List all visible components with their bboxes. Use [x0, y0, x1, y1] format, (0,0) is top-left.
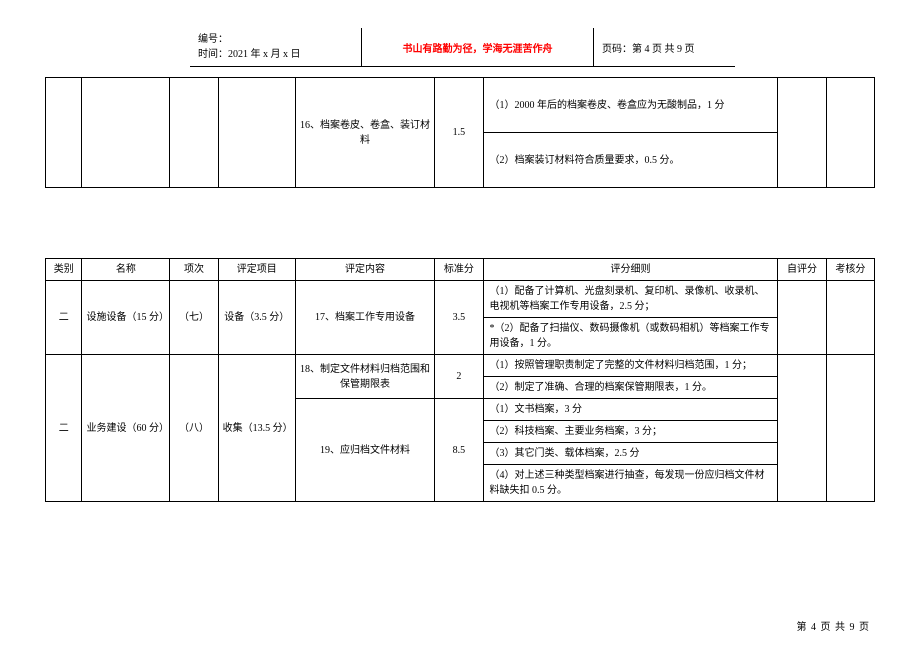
- t1-rule1: （1）2000 年后的档案卷皮、卷盒应为无酸制品，1 分: [483, 78, 778, 133]
- cell-cat: 二: [46, 281, 82, 355]
- cell-self: [778, 355, 826, 502]
- cell-rule: （1）配备了计算机、光盘刻录机、复印机、录像机、收录机、电视机等档案工作专用设备…: [483, 281, 778, 318]
- cell-name: 业务建设（60 分）: [82, 355, 170, 502]
- cell-cont: 18、制定文件材料归档范围和保管期限表: [295, 355, 434, 399]
- doc-number: 编号：: [198, 34, 228, 45]
- th-cont: 评定内容: [295, 259, 434, 281]
- cell-rule: （3）其它门类、载体档案，2.5 分: [483, 443, 778, 465]
- th-name: 名称: [82, 259, 170, 281]
- cell-chk: [826, 281, 874, 355]
- t1-name: [82, 78, 170, 188]
- cell-name: 设施设备（15 分）: [82, 281, 170, 355]
- cell-rule: （1）文书档案，3 分: [483, 399, 778, 421]
- cell-item: （八）: [170, 355, 218, 502]
- page-footer: 第 4 页 共 9 页: [797, 618, 871, 633]
- cell-std: 2: [435, 355, 483, 399]
- cell-rule: *（2）配备了扫描仪、数码摄像机（或数码相机）等档案工作专用设备，1 分。: [483, 318, 778, 355]
- doc-date: 时间：2021 年 x 月 x 日: [198, 49, 301, 60]
- t1-proj: [218, 78, 295, 188]
- header-pageinfo: 页码：第 4 页 共 9 页: [594, 28, 736, 67]
- cell-rule: （2）科技档案、主要业务档案，3 分；: [483, 421, 778, 443]
- page-header: 编号： 时间：2021 年 x 月 x 日 书山有路勤为径，学海无涯苦作舟 页码…: [190, 28, 735, 67]
- cell-item: （七）: [170, 281, 218, 355]
- cell-std: 8.5: [435, 399, 483, 502]
- t1-std: 1.5: [435, 78, 483, 188]
- cell-cont: 17、档案工作专用设备: [295, 281, 434, 355]
- t1-cat: [46, 78, 82, 188]
- cell-cont: 19、应归档文件材料: [295, 399, 434, 502]
- t1-self: [778, 78, 826, 188]
- th-proj: 评定项目: [218, 259, 295, 281]
- cell-proj: 收集（13.5 分）: [218, 355, 295, 502]
- cell-rule: （1）按照管理职责制定了完整的文件材料归档范围，1 分；: [483, 355, 778, 377]
- t1-item: [170, 78, 218, 188]
- th-rule: 评分细则: [483, 259, 778, 281]
- header-motto: 书山有路勤为径，学海无涯苦作舟: [362, 28, 594, 67]
- cell-rule: （4）对上述三种类型档案进行抽查，每发现一份应归档文件材料缺失扣 0.5 分。: [483, 465, 778, 502]
- t1-cont: 16、档案卷皮、卷盒、装订材料: [295, 78, 434, 188]
- table-row: 二 设施设备（15 分） （七） 设备（3.5 分） 17、档案工作专用设备 3…: [46, 281, 875, 318]
- cell-chk: [826, 355, 874, 502]
- cell-std: 3.5: [435, 281, 483, 355]
- th-self: 自评分: [778, 259, 826, 281]
- table-top: 16、档案卷皮、卷盒、装订材料 1.5 （1）2000 年后的档案卷皮、卷盒应为…: [45, 77, 875, 188]
- t1-chk: [826, 78, 874, 188]
- header-meta: 编号： 时间：2021 年 x 月 x 日: [190, 28, 362, 67]
- th-chk: 考核分: [826, 259, 874, 281]
- table-row: 二 业务建设（60 分） （八） 收集（13.5 分） 18、制定文件材料归档范…: [46, 355, 875, 377]
- cell-rule: （2）制定了准确、合理的档案保管期限表，1 分。: [483, 377, 778, 399]
- cell-cat: 二: [46, 355, 82, 502]
- table-main: 类别 名称 项次 评定项目 评定内容 标准分 评分细则 自评分 考核分 二 设施…: [45, 258, 875, 502]
- cell-self: [778, 281, 826, 355]
- t1-rule2: （2）档案装订材料符合质量要求，0.5 分。: [483, 133, 778, 188]
- th-cat: 类别: [46, 259, 82, 281]
- table-header-row: 类别 名称 项次 评定项目 评定内容 标准分 评分细则 自评分 考核分: [46, 259, 875, 281]
- cell-proj: 设备（3.5 分）: [218, 281, 295, 355]
- th-std: 标准分: [435, 259, 483, 281]
- th-item: 项次: [170, 259, 218, 281]
